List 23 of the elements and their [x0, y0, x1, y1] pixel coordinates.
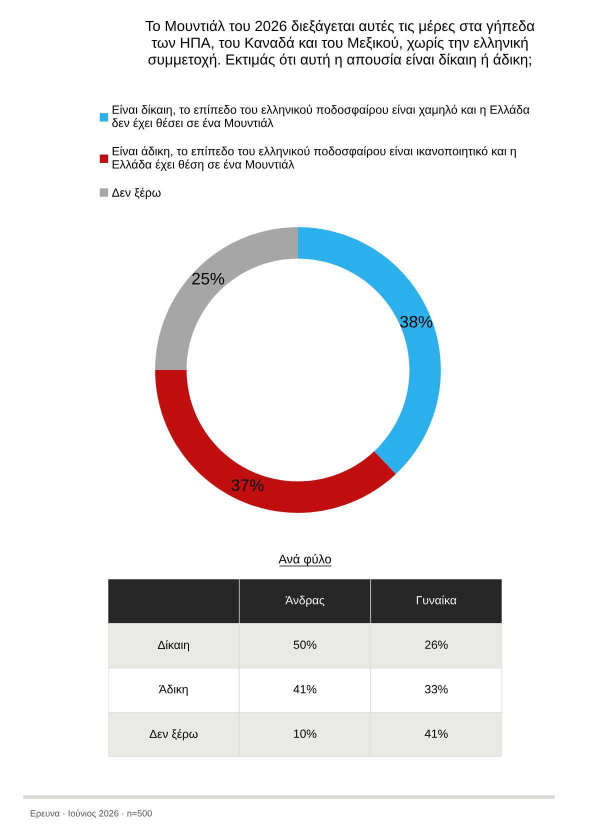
- category-label: Δίκαιη: [158, 640, 190, 652]
- data-label: 37%: [231, 479, 264, 492]
- text: 50%: [294, 640, 316, 649]
- category-label: Δεν ξέρω: [150, 729, 198, 740]
- legend-label: Είναι δίκαιη, το επίπεδο του ελληνικού ποδοσφαίρου είναι χαμηλό και η Ελλάδα δεν έχει θέσει σε ένα Μουντιάλ: [112, 104, 530, 130]
- text: 41%: [424, 730, 448, 738]
- chart-title: Το Μουντιάλ του 2026 διεξάγεται αυτές τις μέρες στα γήπεδα των ΗΠΑ, του Καναδά και του Μεξικού, χωρίς την ελληνική συμμετοχή. Εκτιμάς ότι αυτή η απουσία είναι δίκαιη ή άδικη;: [146, 20, 534, 68]
- data-label: 38%: [400, 316, 432, 328]
- text: 10%: [294, 730, 316, 738]
- category-label: Άδικη: [158, 684, 188, 696]
- donut-slice: [155, 370, 396, 513]
- text: Ερευνα · Ιούνιος 2026 · n=500: [30, 810, 152, 818]
- donut-slice: [155, 227, 298, 370]
- category-label: Γυναίκα: [416, 595, 456, 604]
- text: Ανά φύλο: [278, 554, 331, 566]
- legend-label: Είναι άδικη, το επίπεδο του ελληνικού ποδοσφαίρου είναι ικανοποιητικό και η Ελλάδα έχει θέση σε ένα Μουντιάλ: [112, 146, 516, 171]
- category-label: Άνδρας: [285, 596, 324, 607]
- legend-label: Δεν ξέρω: [112, 188, 161, 200]
- text: 26%: [425, 640, 448, 649]
- data-label: 25%: [192, 272, 224, 285]
- donut-slice: [298, 227, 441, 474]
- text: 33%: [424, 685, 448, 694]
- text: 41%: [293, 685, 316, 694]
